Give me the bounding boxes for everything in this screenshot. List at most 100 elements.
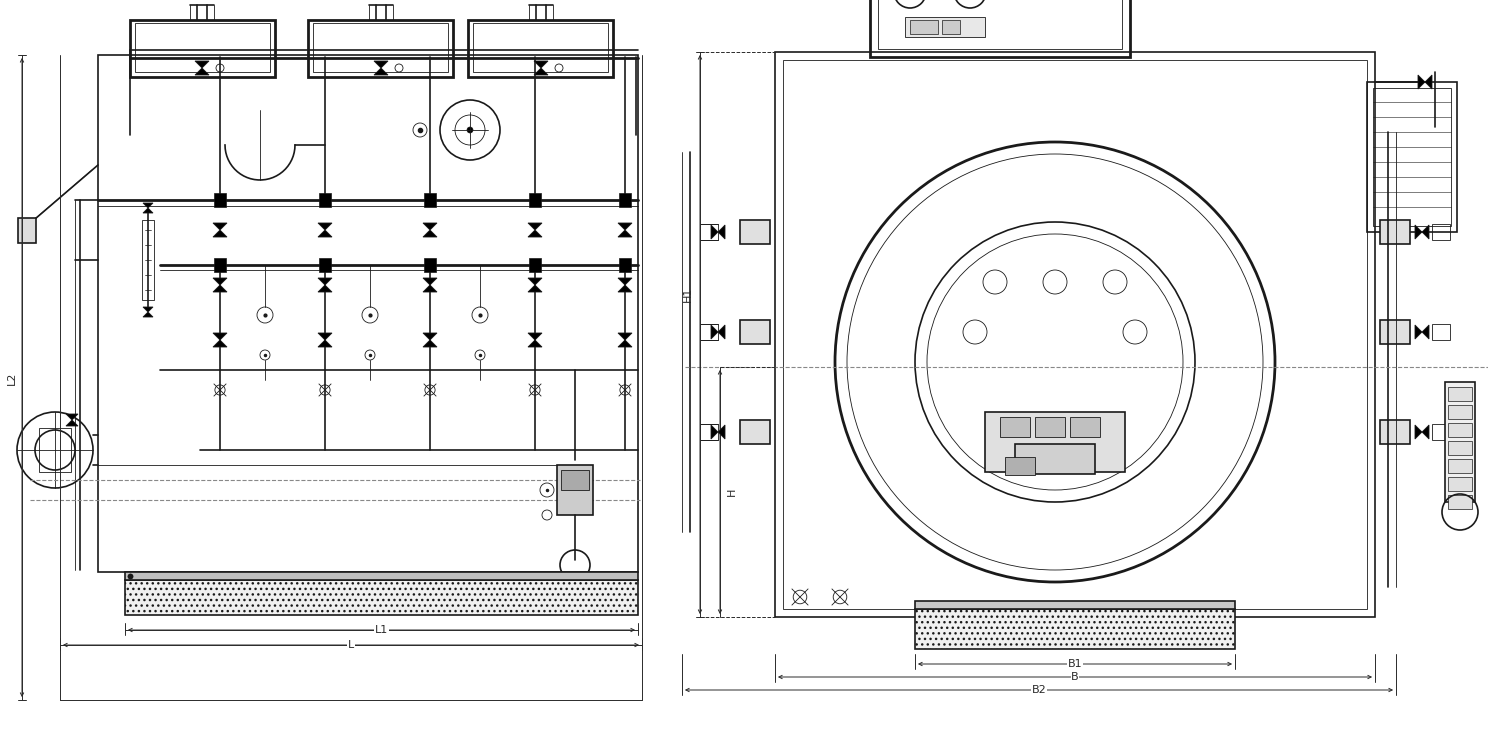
Polygon shape	[528, 285, 542, 292]
Bar	[1367, 82, 1457, 232]
Polygon shape	[213, 333, 228, 340]
Polygon shape	[143, 307, 153, 312]
Bar	[1431, 224, 1449, 240]
Polygon shape	[143, 312, 153, 317]
Bar	[740, 220, 769, 244]
Bar	[1448, 423, 1472, 437]
Bar	[1448, 477, 1472, 491]
Polygon shape	[711, 225, 719, 239]
Polygon shape	[1418, 75, 1426, 89]
Bar	[1379, 220, 1411, 244]
Bar	[141, 220, 153, 300]
Bar	[308, 20, 452, 77]
Polygon shape	[719, 225, 725, 239]
Polygon shape	[534, 61, 548, 68]
Bar	[424, 258, 436, 272]
Bar	[911, 20, 937, 34]
Text: L2: L2	[7, 371, 16, 385]
Bar	[915, 601, 1235, 609]
Bar	[1379, 420, 1411, 444]
Text: H: H	[728, 488, 737, 496]
Polygon shape	[528, 333, 542, 340]
Polygon shape	[423, 285, 437, 292]
Bar	[318, 258, 330, 272]
Polygon shape	[719, 325, 725, 339]
Bar	[1036, 417, 1065, 437]
Bar	[783, 60, 1367, 609]
Polygon shape	[1415, 325, 1423, 339]
Bar	[1373, 88, 1451, 226]
Bar	[530, 193, 542, 207]
Polygon shape	[373, 68, 388, 75]
Polygon shape	[618, 278, 632, 285]
Bar	[1015, 444, 1095, 474]
Bar	[915, 609, 1235, 649]
Bar	[424, 193, 436, 207]
Polygon shape	[213, 223, 228, 230]
Polygon shape	[618, 230, 632, 237]
Polygon shape	[618, 340, 632, 347]
Bar	[318, 193, 330, 207]
Polygon shape	[423, 278, 437, 285]
Bar	[905, 17, 985, 37]
Bar	[469, 20, 613, 77]
Bar	[619, 258, 631, 272]
Bar	[1448, 495, 1472, 509]
Bar	[98, 55, 638, 572]
Text: B2: B2	[1031, 685, 1046, 695]
Bar	[699, 424, 719, 440]
Bar	[135, 23, 269, 72]
Text: B1: B1	[1068, 659, 1082, 669]
Bar	[1431, 324, 1449, 340]
Circle shape	[467, 127, 473, 133]
Bar	[699, 224, 719, 240]
Text: H1: H1	[683, 286, 693, 302]
Polygon shape	[528, 340, 542, 347]
Bar	[1431, 424, 1449, 440]
Polygon shape	[143, 208, 153, 213]
Text: B: B	[1071, 672, 1079, 682]
Bar	[312, 23, 448, 72]
Polygon shape	[318, 285, 332, 292]
Bar	[1448, 441, 1472, 455]
Polygon shape	[528, 278, 542, 285]
Polygon shape	[711, 425, 719, 439]
Polygon shape	[318, 230, 332, 237]
Polygon shape	[213, 230, 228, 237]
Bar	[1448, 387, 1472, 401]
Polygon shape	[618, 333, 632, 340]
Polygon shape	[618, 223, 632, 230]
Polygon shape	[528, 230, 542, 237]
Bar	[473, 23, 609, 72]
Bar	[878, 0, 1122, 49]
Bar	[129, 20, 275, 77]
Bar	[870, 0, 1129, 57]
Bar	[530, 258, 542, 272]
Bar	[214, 258, 226, 272]
Polygon shape	[213, 340, 228, 347]
Bar	[18, 218, 36, 243]
Polygon shape	[318, 340, 332, 347]
Bar	[39, 428, 71, 472]
Bar	[1379, 320, 1411, 344]
Bar	[561, 470, 589, 490]
Polygon shape	[1415, 225, 1423, 239]
Polygon shape	[65, 414, 77, 420]
Bar	[1448, 405, 1472, 419]
Polygon shape	[318, 278, 332, 285]
Polygon shape	[423, 230, 437, 237]
Polygon shape	[528, 223, 542, 230]
Bar	[740, 320, 769, 344]
Bar	[557, 465, 594, 515]
Polygon shape	[1426, 75, 1431, 89]
Polygon shape	[1423, 225, 1428, 239]
Polygon shape	[719, 425, 725, 439]
Text: L1: L1	[375, 625, 388, 635]
Polygon shape	[213, 278, 228, 285]
Polygon shape	[1423, 425, 1428, 439]
Polygon shape	[195, 68, 208, 75]
Bar	[1070, 417, 1100, 437]
Polygon shape	[1423, 325, 1428, 339]
Bar	[125, 572, 638, 580]
Polygon shape	[143, 203, 153, 208]
